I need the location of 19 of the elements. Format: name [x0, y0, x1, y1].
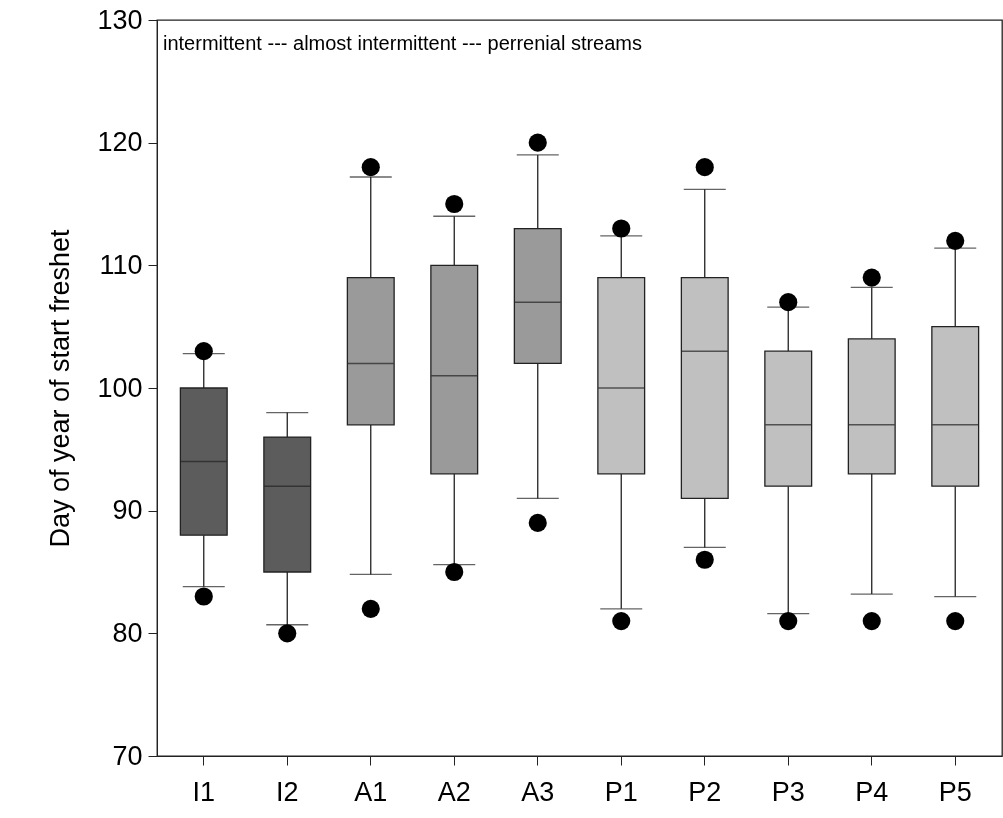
x-tick-label: I1	[192, 776, 216, 807]
y-tick-label: 120	[97, 127, 143, 158]
x-tick-label: P3	[771, 776, 805, 807]
y-tick-label: 130	[97, 4, 143, 35]
y-tick-label: 80	[112, 617, 143, 648]
y-axis-title: Day of year of start freshet	[45, 228, 76, 548]
x-tick-label: A2	[437, 776, 471, 807]
y-tick-label: 110	[99, 249, 143, 280]
x-tick-label: A1	[354, 776, 388, 807]
x-tick-label: P2	[688, 776, 722, 807]
x-tick-label: P4	[855, 776, 889, 807]
y-tick-label: 90	[112, 495, 143, 526]
y-tick-label: 70	[112, 740, 143, 771]
x-tick-label: P1	[604, 776, 638, 807]
y-tick-label: 100	[97, 372, 143, 403]
x-tick-label: P5	[938, 776, 972, 807]
x-tick-label: A3	[521, 776, 555, 807]
annotation: intermittent --- almost intermittent --- perrenial streams	[163, 32, 643, 54]
x-tick-label: I2	[275, 776, 299, 807]
